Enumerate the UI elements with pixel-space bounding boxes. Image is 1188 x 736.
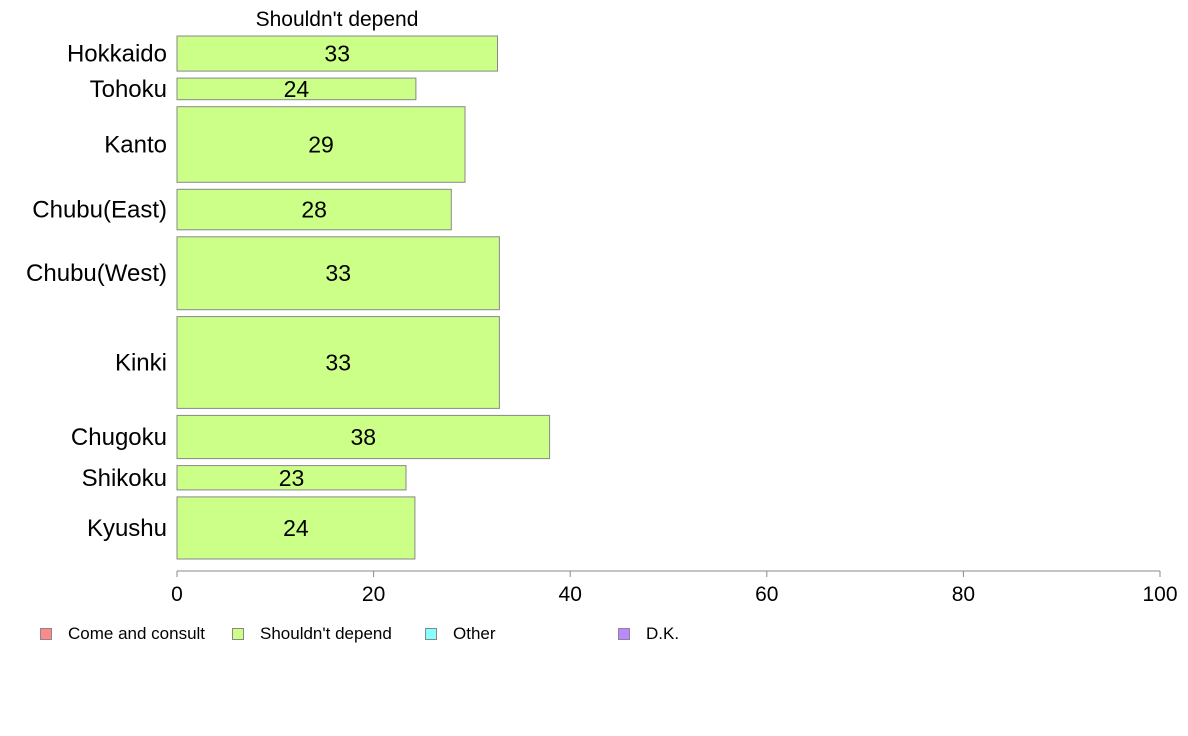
legend-label-dk: D.K. [646, 624, 680, 643]
data-label-kanto: 29 [308, 131, 334, 157]
bars-group: 33 Hokkaido 24 Tohoku 29 Kanto 28 Chubu(East) 33… [26, 35, 551, 560]
bar-tohoku [176, 77, 417, 101]
category-label-hokkaido: Hokkaido [67, 41, 167, 68]
legend-swatch-come-and-consult [40, 628, 52, 640]
category-label-chubu-west: Chubu(West) [26, 260, 167, 287]
data-label-shikoku: 23 [279, 465, 305, 491]
legend-item-other: Other [425, 624, 496, 644]
category-label-shikoku: Shikoku [82, 465, 167, 492]
data-label-tohoku: 24 [284, 76, 310, 102]
bar-chubu-west [176, 236, 500, 311]
x-tick-label-60: 60 [755, 583, 778, 606]
legend-label-shouldnt-depend: Shouldn't depend [260, 624, 392, 643]
category-label-kinki: Kinki [115, 350, 167, 377]
legend-label-other: Other [453, 624, 496, 643]
legend-swatch-dk [618, 628, 630, 640]
x-axis: 0 20 40 60 80 100 [171, 570, 1178, 606]
bar-shikoku [176, 465, 407, 491]
data-label-chubu-west: 33 [325, 260, 351, 286]
x-tick-label-80: 80 [952, 583, 975, 606]
category-label-chugoku: Chugoku [71, 424, 167, 451]
x-tick-label-0: 0 [171, 583, 183, 606]
chart-title: Shouldn't depend [256, 8, 419, 31]
data-label-kyushu: 24 [283, 515, 309, 541]
data-label-hokkaido: 33 [324, 41, 350, 67]
data-label-chugoku: 38 [350, 424, 376, 450]
data-label-kinki: 33 [325, 350, 351, 376]
category-label-kyushu: Kyushu [87, 515, 167, 542]
bar-hokkaido [176, 35, 498, 72]
legend: Come and consult Shouldn't depend Other … [40, 624, 840, 644]
category-label-kanto: Kanto [104, 131, 167, 158]
legend-item-dk: D.K. [618, 624, 679, 644]
bar-kanto [176, 106, 466, 183]
data-label-chubu-east: 28 [301, 197, 327, 223]
bar-kinki [176, 316, 500, 409]
legend-label-come-and-consult: Come and consult [68, 624, 206, 643]
legend-swatch-shouldnt-depend [232, 628, 244, 640]
bar-chubu-east [176, 188, 452, 231]
legend-item-shouldnt-depend: Shouldn't depend [232, 624, 392, 644]
bar-chugoku [176, 414, 551, 460]
legend-swatch-other [425, 628, 437, 640]
x-tick-label-20: 20 [362, 583, 385, 606]
x-tick-label-40: 40 [559, 583, 582, 606]
legend-item-come-and-consult: Come and consult [40, 624, 205, 644]
bar-kyushu [176, 496, 416, 560]
x-tick-label-100: 100 [1142, 583, 1177, 606]
category-label-tohoku: Tohoku [90, 76, 167, 103]
category-label-chubu-east: Chubu(East) [32, 197, 167, 224]
